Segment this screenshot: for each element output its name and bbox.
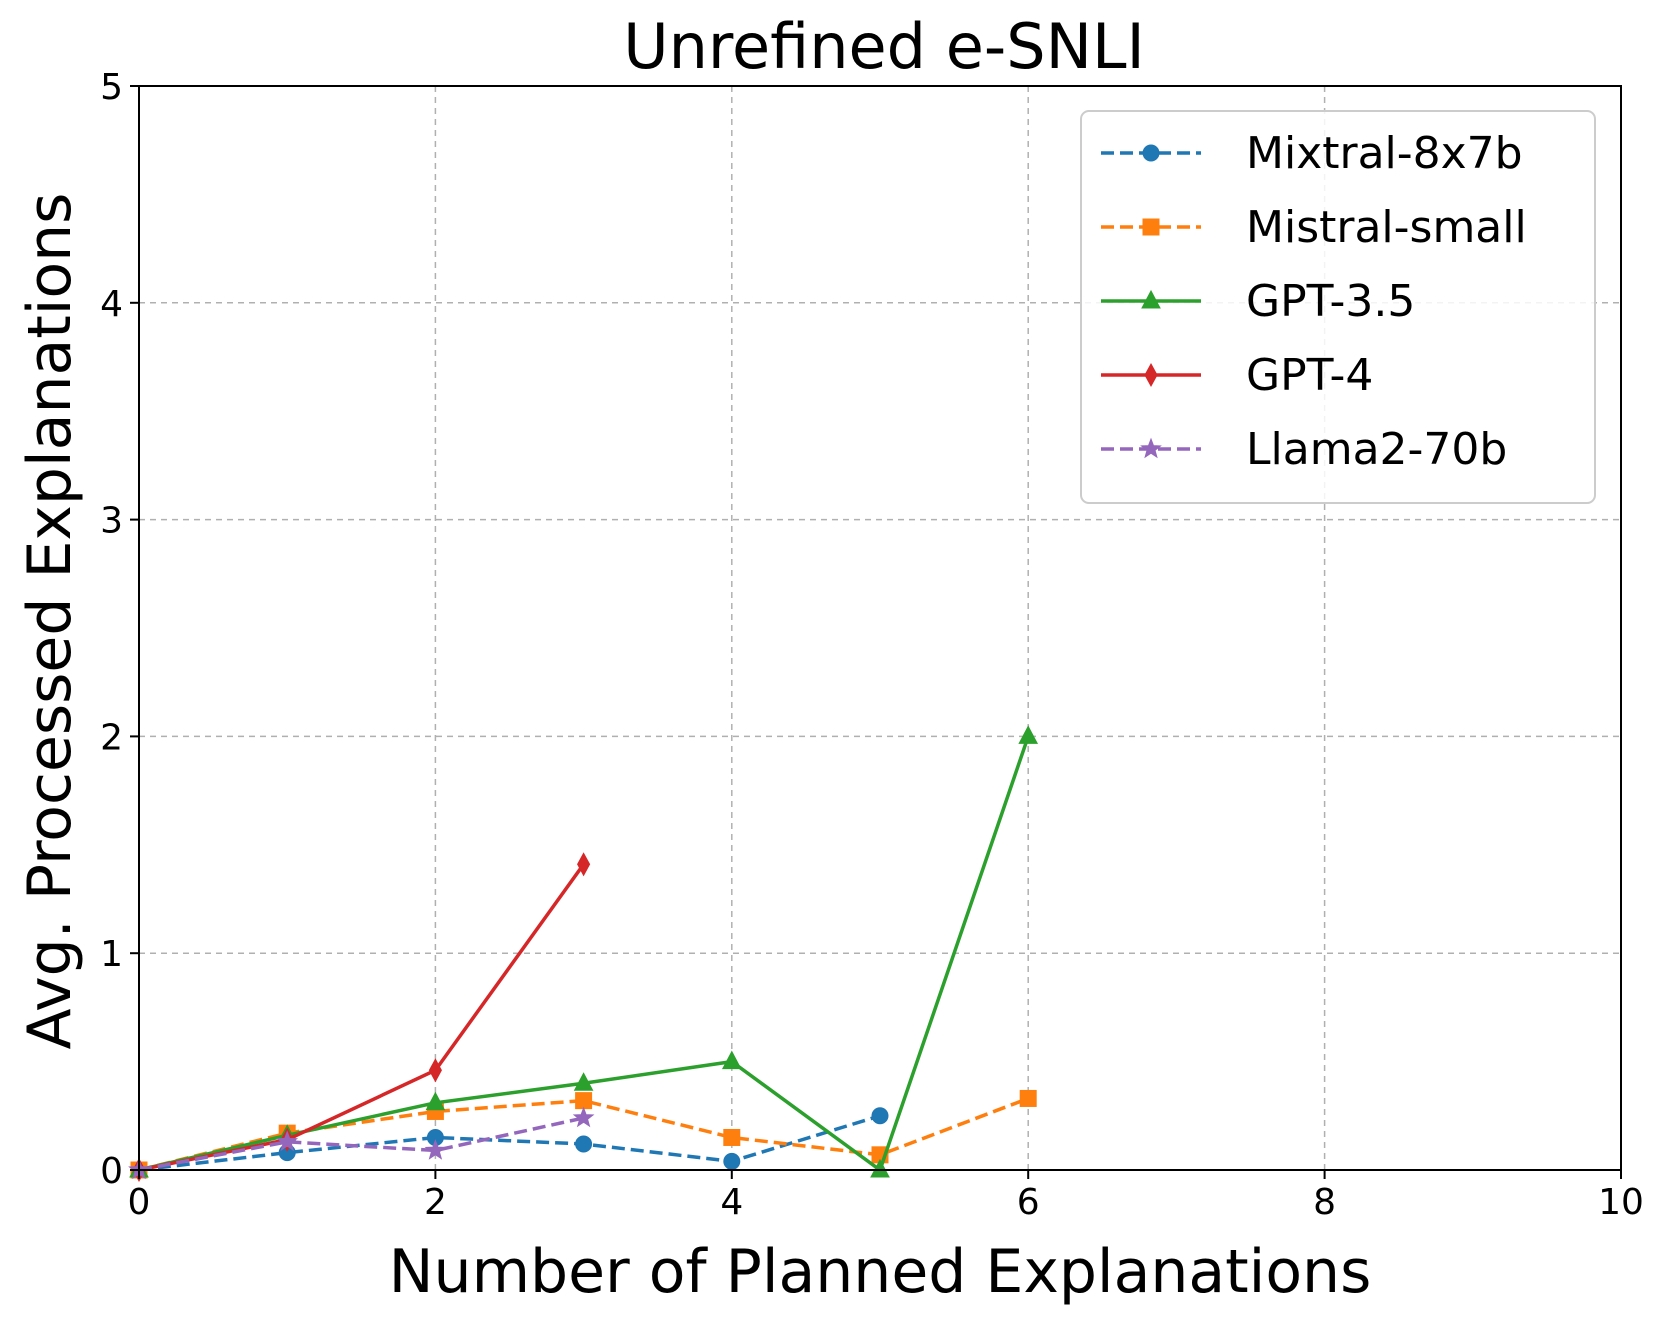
legend-entry-gpt-4: GPT-4 [1101, 350, 1373, 401]
data-point-llama2-70b [572, 1106, 595, 1128]
data-point-mixtral-8x7b [575, 1135, 593, 1153]
y-tick-label: 4 [100, 284, 123, 325]
legend-entry-gpt-3-5: GPT-3.5 [1101, 276, 1415, 327]
data-point-llama2-70b [424, 1139, 447, 1160]
data-point-mistral-small [575, 1092, 593, 1110]
legend-marker [1142, 218, 1160, 236]
x-tick-label: 10 [1598, 1182, 1644, 1223]
x-tick-label: 2 [424, 1182, 447, 1223]
x-tick-label: 8 [1313, 1182, 1336, 1223]
x-tick-label: 0 [128, 1182, 151, 1223]
legend-label: Mistral-small [1246, 202, 1527, 253]
legend-marker [1142, 144, 1160, 162]
data-point-gpt-4 [428, 1058, 442, 1083]
x-axis-label: Number of Planned Explanations [389, 1237, 1372, 1307]
y-tick-label: 1 [100, 934, 123, 975]
data-point-mistral-small [1019, 1089, 1037, 1107]
data-point-mistral-small [723, 1128, 741, 1146]
legend-marker [1144, 362, 1158, 388]
x-axis-ticks: 0 2 4 6 8 10 [128, 1170, 1644, 1223]
data-point-gpt-3-5 [721, 1050, 742, 1070]
data-point-gpt-4 [577, 852, 591, 877]
legend-label: GPT-3.5 [1246, 276, 1415, 327]
chart-title: Unrefined e-SNLI [623, 10, 1145, 83]
x-tick-label: 4 [720, 1182, 743, 1223]
data-point-mixtral-8x7b [871, 1107, 889, 1125]
data-point-gpt-3-5 [573, 1072, 594, 1091]
y-axis-ticks: 0 1 2 3 4 5 [100, 67, 139, 1192]
plot-frame [138, 85, 1622, 1171]
legend-entry-mixtral-8x7b: Mixtral-8x7b [1101, 128, 1523, 179]
y-tick-label: 3 [100, 501, 123, 542]
legend-entry-llama2-70b: Llama2-70b [1101, 424, 1507, 475]
legend-marker [1140, 437, 1162, 459]
legend-label: Mixtral-8x7b [1246, 128, 1523, 179]
legend-label: Llama2-70b [1246, 424, 1507, 475]
data-point-llama2-70b [276, 1130, 299, 1152]
series-mistral-small [130, 1089, 1037, 1179]
y-tick-label: 2 [100, 717, 123, 758]
x-tick-label: 6 [1017, 1182, 1040, 1223]
data-point-gpt-3-5 [1018, 725, 1039, 744]
series-line-mixtral-8x7b [138, 1114, 881, 1172]
legend-entry-mistral-small: Mistral-small [1101, 202, 1527, 253]
data-point-gpt-3-5 [870, 1158, 890, 1178]
y-tick-label: 0 [100, 1151, 123, 1192]
legend-frame [1080, 110, 1596, 504]
y-axis-label: Avg. Processed Explanations [15, 193, 85, 1050]
series-line-gpt-4 [138, 863, 586, 1172]
legend-marker [1141, 289, 1161, 309]
data-point-gpt-3-5 [425, 1091, 446, 1111]
y-tick-label: 5 [100, 67, 123, 108]
legend-label: GPT-4 [1246, 350, 1373, 401]
data-point-mixtral-8x7b [723, 1152, 741, 1170]
legend: Mixtral-8x7b Mistral-small GPT-3.5 GPT-4 Lla… [1080, 110, 1596, 504]
